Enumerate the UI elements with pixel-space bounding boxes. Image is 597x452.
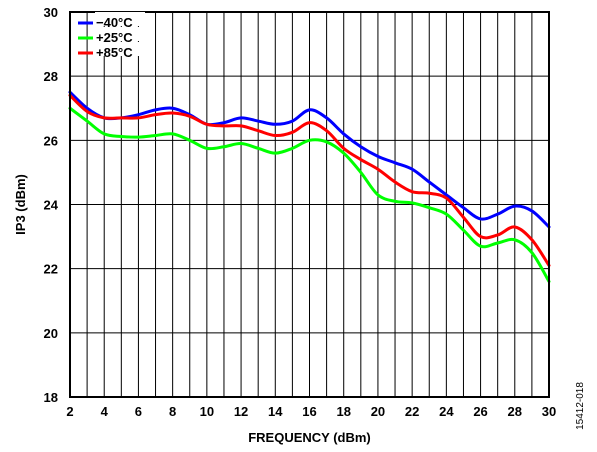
x-tick-label: 6	[135, 404, 142, 419]
series-lines	[68, 90, 551, 283]
y-tick-label: 24	[44, 198, 59, 213]
y-tick-label: 18	[44, 390, 58, 405]
x-tick-label: 14	[268, 404, 283, 419]
x-tick-label: 28	[508, 404, 522, 419]
x-tick-label: 12	[234, 404, 248, 419]
y-tick-label: 28	[44, 69, 58, 84]
grid	[69, 11, 550, 398]
x-tick-label: 26	[473, 404, 487, 419]
y-tick-label: 22	[44, 262, 58, 277]
figure-id: 15412-018	[575, 382, 586, 430]
y-axis-title: IP3 (dBm)	[13, 174, 28, 235]
x-tick-label: 22	[405, 404, 419, 419]
plot-frame	[69, 11, 550, 398]
legend-label-bg	[95, 12, 145, 26]
legend-label: −40°C	[96, 15, 133, 30]
x-tick-label: 16	[302, 404, 316, 419]
x-tick-label: 8	[169, 404, 176, 419]
legend-label-bg	[95, 42, 145, 56]
x-tick-label: 18	[336, 404, 350, 419]
legend-label: +85°C	[96, 45, 133, 60]
y-tick-label: 20	[44, 326, 58, 341]
x-tick-label: 30	[542, 404, 556, 419]
x-tick-label: 2	[66, 404, 73, 419]
x-axis-title: FREQUENCY (dBm)	[248, 430, 371, 445]
y-tick-label: 30	[44, 5, 58, 20]
series-line	[68, 106, 551, 283]
x-tick-label: 24	[439, 404, 454, 419]
series-line	[68, 90, 551, 229]
x-tick-labels: 2 4 6 8 10 12 14 16 18 20 22 24 26 28 30	[66, 404, 556, 419]
y-tick-labels: 18 20 22 24 26 28 30	[44, 5, 59, 405]
legend-label: +25°C	[96, 30, 133, 45]
legend-label-bg	[95, 27, 145, 41]
x-tick-label: 10	[200, 404, 214, 419]
y-tick-label: 26	[44, 133, 58, 148]
x-tick-label: 20	[371, 404, 385, 419]
legend: −40°C+25°C+85°C	[78, 12, 145, 60]
series-line	[68, 93, 551, 267]
x-tick-label: 4	[101, 404, 109, 419]
